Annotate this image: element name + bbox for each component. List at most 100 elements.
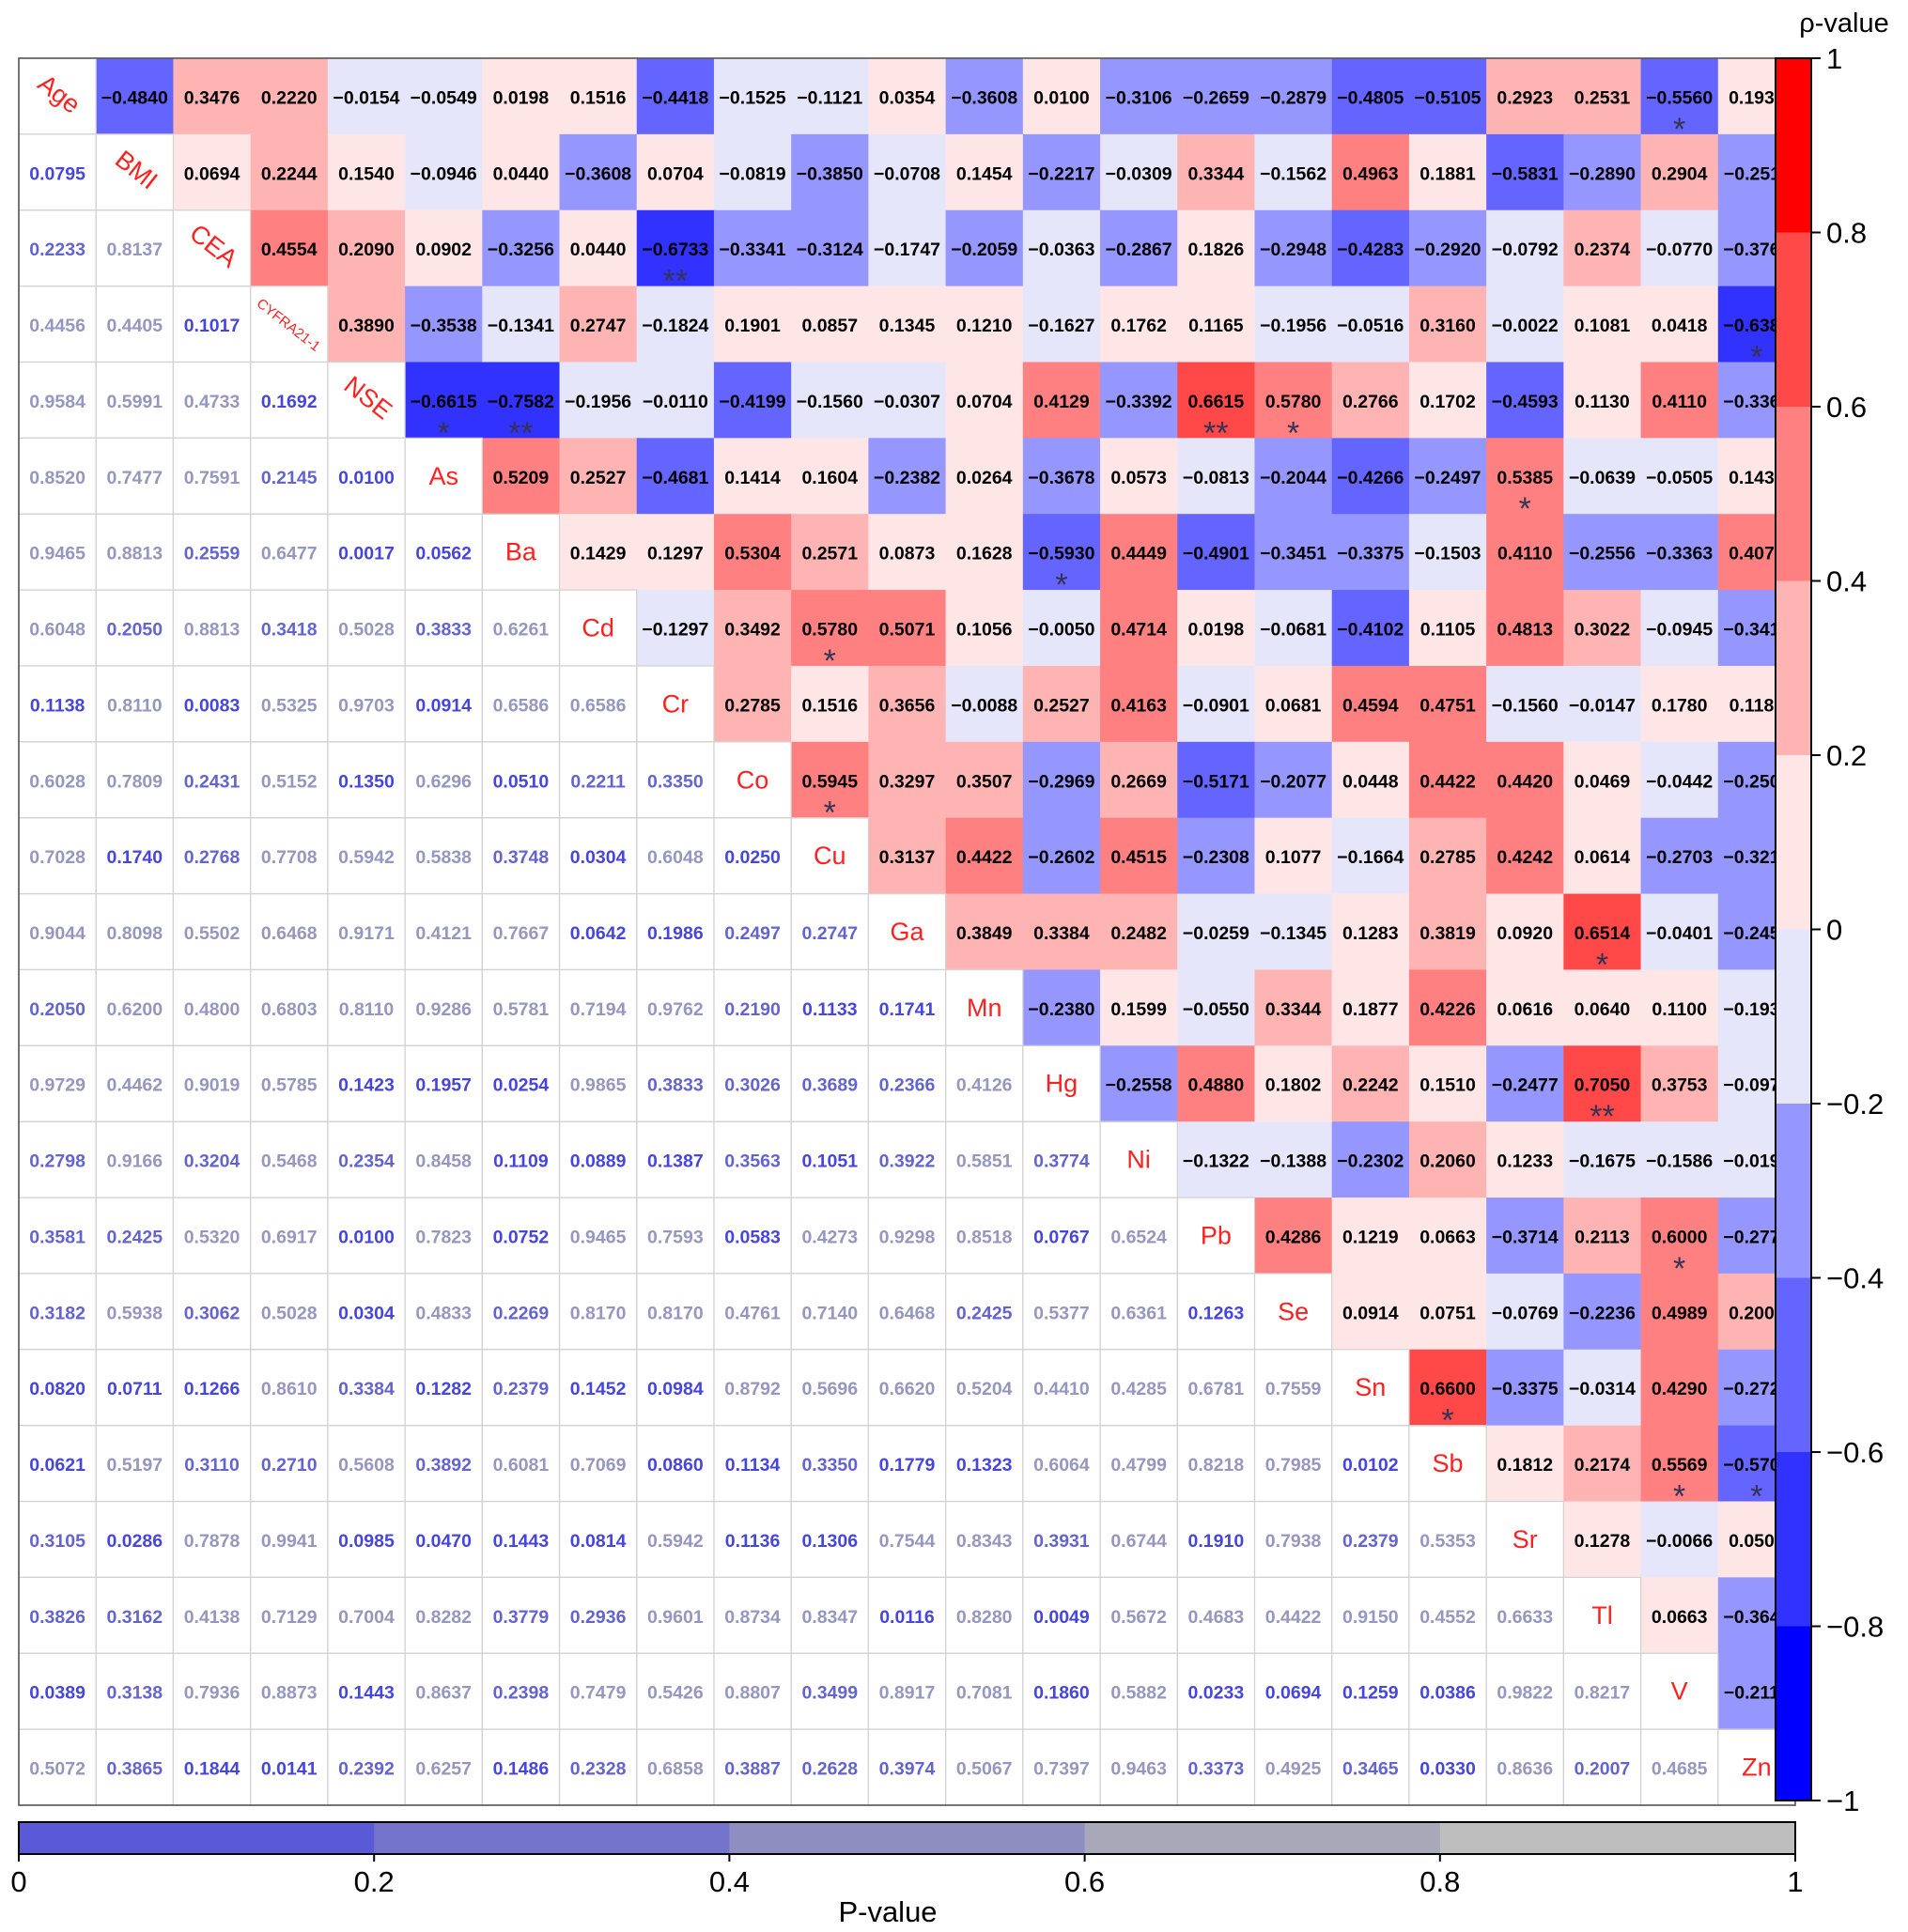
p-value: 0.7544 (879, 1531, 936, 1552)
p-value: 0.0330 (1419, 1759, 1476, 1780)
rho-value: −0.0681 (1260, 620, 1326, 641)
rho-value: 0.3819 (1419, 923, 1476, 944)
rho-value: −0.2722 (1723, 1379, 1790, 1399)
p-value: 0.5502 (184, 923, 240, 944)
rho-value: −0.1560 (1492, 695, 1559, 716)
rho-cell (1177, 438, 1256, 515)
p-value: 0.0102 (1342, 1455, 1399, 1476)
rho-cell (1486, 893, 1564, 971)
p-value: 0.8217 (1574, 1683, 1631, 1704)
p-value: 0.5991 (106, 392, 163, 412)
p-value: 0.0100 (338, 468, 395, 488)
rho-cell (1486, 438, 1564, 515)
rho-value: 0.4989 (1652, 1303, 1708, 1323)
rho-value: 0.4422 (1419, 771, 1476, 792)
rho-cell (1486, 58, 1564, 135)
p-value: 0.9865 (570, 1075, 627, 1096)
p-value: 0.1387 (647, 1151, 704, 1172)
rho-cell (1563, 209, 1642, 287)
rho-cell (791, 438, 869, 515)
rho-cell (1640, 665, 1719, 743)
rho-cell (1331, 438, 1410, 515)
rho-cell (1486, 362, 1564, 439)
rho-value: −0.2511 (1724, 163, 1790, 184)
rho-value: 0.2669 (1110, 771, 1167, 792)
rho-cell (1100, 209, 1178, 287)
rho-value: −0.3341 (720, 240, 786, 260)
rho-cell (1486, 209, 1564, 287)
rho-cell (1640, 817, 1719, 895)
rho-cell (1640, 438, 1719, 515)
rho-value: 0.0100 (1033, 87, 1090, 108)
rho-cell (791, 209, 869, 287)
rho-cell (327, 58, 406, 135)
rho-cell (1100, 1045, 1178, 1122)
rho-colorbar-band (1776, 1452, 1811, 1627)
p-value: 0.4799 (1110, 1455, 1167, 1476)
rho-cell (1177, 209, 1256, 287)
p-value: 0.6257 (415, 1759, 472, 1780)
rho-value: 0.2571 (801, 544, 858, 564)
variable-label: Hg (1046, 1070, 1078, 1098)
significance-mark: * (1673, 1479, 1685, 1515)
rho-cell (1640, 362, 1719, 439)
rho-value: −0.3212 (1723, 847, 1790, 868)
rho-cell (1100, 58, 1178, 135)
rho-value: −0.1341 (488, 316, 554, 336)
rho-value: 0.0198 (1188, 620, 1245, 641)
rho-cell (1100, 133, 1178, 211)
rho-value: 0.5071 (879, 620, 936, 641)
p-value: 0.4833 (415, 1303, 472, 1323)
significance-mark: ** (508, 415, 533, 451)
rho-value: −0.3850 (797, 163, 863, 184)
rho-value: −0.0639 (1569, 468, 1636, 488)
rho-value: 0.1516 (801, 695, 858, 716)
variable-label: Cd (582, 614, 614, 642)
rho-cell (945, 209, 1024, 287)
p-value: 0.9019 (184, 1075, 240, 1096)
p-value: 0.1452 (570, 1379, 627, 1399)
rho-value: −0.3375 (1337, 544, 1404, 564)
p-value: 0.8137 (106, 240, 163, 260)
rho-value: −0.3678 (1028, 468, 1094, 488)
p-value: 0.9465 (570, 1227, 627, 1247)
rho-cell (1022, 817, 1101, 895)
rho-cell (1254, 286, 1333, 363)
rho-value: −0.3106 (1106, 87, 1172, 108)
rho-cell (559, 514, 638, 591)
p-value: 0.8636 (1497, 1759, 1553, 1780)
rho-value: −0.0442 (1646, 771, 1713, 792)
rho-value: 0.1881 (1419, 163, 1476, 184)
rho-value: −0.5930 (1028, 544, 1094, 564)
p-value: 0.1486 (493, 1759, 550, 1780)
rho-value: −0.3392 (1106, 392, 1172, 412)
rho-value: −0.4681 (642, 468, 708, 488)
rho-cell (1254, 1045, 1333, 1122)
rho-cell (1100, 590, 1178, 667)
rho-cell (945, 438, 1024, 515)
rho-value: 0.0469 (1574, 771, 1631, 792)
p-value: 0.9465 (29, 544, 85, 564)
p-value: 0.6858 (647, 1759, 704, 1780)
rho-value: −0.2556 (1569, 544, 1636, 564)
p-value: 0.8282 (415, 1607, 472, 1628)
rho-cell (713, 514, 792, 591)
p-value: 0.1740 (106, 847, 163, 868)
p-value: 0.7069 (570, 1455, 627, 1476)
rho-value: 0.2242 (1342, 1075, 1399, 1096)
variable-label: Pb (1201, 1221, 1232, 1249)
rho-value: 0.3476 (184, 87, 240, 108)
p-value: 0.9044 (29, 923, 85, 944)
variable-label: Ga (890, 918, 924, 946)
p-value: 0.0621 (29, 1455, 85, 1476)
rho-colorbar-band (1776, 407, 1811, 581)
rho-cell (1486, 590, 1564, 667)
p-value: 0.2768 (184, 847, 240, 868)
rho-cell (868, 438, 947, 515)
rho-value: 0.2174 (1574, 1455, 1631, 1476)
rho-value: 0.0264 (956, 468, 1013, 488)
rho-cell (1254, 514, 1333, 591)
p-value: 0.9941 (261, 1531, 318, 1552)
p-value: 0.1266 (184, 1379, 240, 1399)
rho-value: 0.6615 (1188, 392, 1245, 412)
